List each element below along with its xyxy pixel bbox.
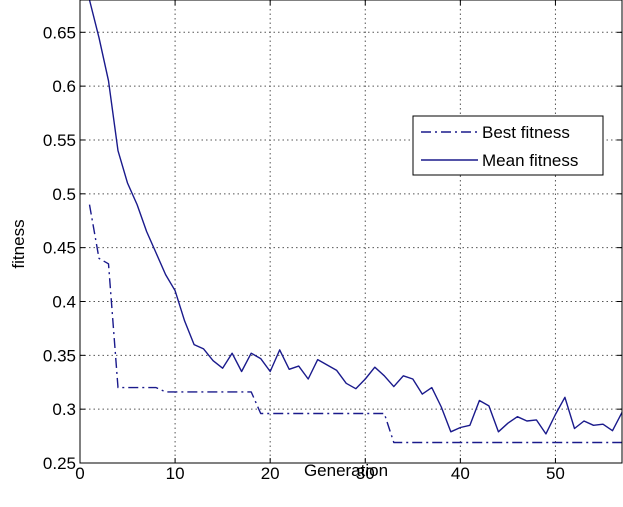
series-line-best-fitness <box>88 204 622 444</box>
series-layer <box>88 0 623 444</box>
legend-box <box>412 115 604 176</box>
x-tick-label: 0 <box>75 464 84 483</box>
y-tick-label: 0.25 <box>43 454 76 473</box>
x-tick-label: 10 <box>166 464 185 483</box>
legend: Best fitness Mean fitness <box>412 115 604 176</box>
y-tick-label: 0.3 <box>52 400 76 419</box>
grid <box>80 0 622 463</box>
axes-box <box>79 0 623 464</box>
legend-label-mean-fitness: Mean fitness <box>482 151 578 170</box>
series-line-mean-fitness <box>88 0 623 435</box>
y-tick-label: 0.4 <box>52 292 76 311</box>
x-axis-label: Generation <box>304 461 388 480</box>
x-tick-label: 50 <box>546 464 565 483</box>
y-tick-label: 0.6 <box>52 77 76 96</box>
y-tick-label: 0.5 <box>52 185 76 204</box>
y-tick-label: 0.55 <box>43 131 76 150</box>
tick-labels: 0 10 20 30 40 50 0.25 0.3 0.35 0.4 0.45 0.5 0.55 0.6 0… <box>43 23 565 483</box>
x-tick-label: 20 <box>261 464 280 483</box>
y-tick-label: 0.45 <box>43 239 76 258</box>
x-tick-label: 40 <box>451 464 470 483</box>
y-tick-label: 0.35 <box>43 346 76 365</box>
ticks <box>79 0 622 464</box>
legend-label-best-fitness: Best fitness <box>482 123 570 142</box>
y-tick-label: 0.65 <box>43 23 76 42</box>
y-axis-label: fitness <box>9 219 28 268</box>
x-tick-label: 30 <box>356 464 375 483</box>
